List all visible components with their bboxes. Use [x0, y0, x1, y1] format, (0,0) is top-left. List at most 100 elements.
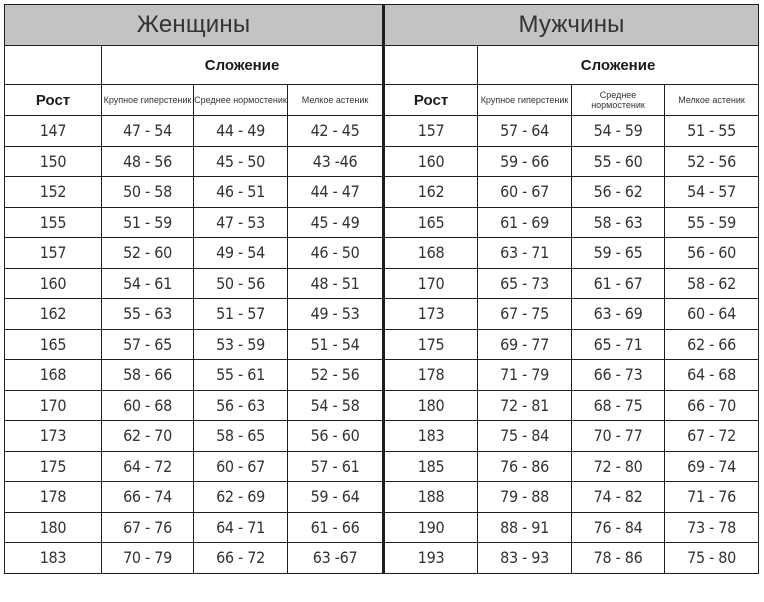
men-small-cell: 55 - 59 — [664, 206, 760, 238]
women-large-cell: 64 - 72 — [101, 450, 194, 482]
women-type-medium-header: Среднее нормостеник — [193, 84, 288, 116]
table-row: 170 60 - 68 56 - 63 54 - 58 180 72 - 81 68 - 7… — [4, 389, 760, 421]
women-medium-cell: 49 - 54 — [193, 237, 288, 269]
men-medium-cell: 56 - 62 — [571, 176, 666, 208]
men-height-cell: 180 — [382, 389, 479, 421]
women-large-cell: 58 - 66 — [101, 359, 194, 391]
men-large-cell: 65 - 73 — [477, 267, 573, 299]
women-small-cell: 63 -67 — [286, 542, 385, 574]
men-large-cell: 88 - 91 — [477, 511, 573, 543]
men-small-cell: 60 - 64 — [664, 298, 760, 330]
women-height-cell: 162 — [4, 298, 102, 330]
women-small-cell: 44 - 47 — [286, 176, 385, 208]
women-medium-cell: 46 - 51 — [193, 176, 288, 208]
men-medium-cell: 74 - 82 — [571, 481, 666, 513]
women-large-cell: 57 - 65 — [101, 328, 194, 360]
women-type-large-header: Крупное гиперстеник — [101, 84, 194, 116]
men-small-cell: 52 - 56 — [664, 145, 760, 177]
women-medium-cell: 50 - 56 — [193, 267, 288, 299]
women-small-cell: 49 - 53 — [286, 298, 385, 330]
men-large-cell: 83 - 93 — [477, 542, 573, 574]
table-row: 180 67 - 76 64 - 71 61 - 66 190 88 - 91 76 - 8… — [4, 511, 760, 543]
men-height-cell: 165 — [382, 206, 479, 238]
women-height-cell: 150 — [4, 145, 102, 177]
women-height-cell: 160 — [4, 267, 102, 299]
men-large-cell: 79 - 88 — [477, 481, 573, 513]
women-large-cell: 50 - 58 — [101, 176, 194, 208]
women-large-cell: 67 - 76 — [101, 511, 194, 543]
women-height-cell: 180 — [4, 511, 102, 543]
build-header-row: Сложение Сложение — [4, 45, 760, 85]
women-medium-cell: 51 - 57 — [193, 298, 288, 330]
table-row: 178 66 - 74 62 - 69 59 - 64 188 79 - 88 74 - 8… — [4, 481, 760, 513]
men-large-cell: 57 - 64 — [477, 115, 573, 147]
table-row: 147 47 - 54 44 - 49 42 - 45 157 57 - 64 54 - 5… — [4, 115, 760, 147]
men-small-cell: 67 - 72 — [664, 420, 760, 452]
table-row: 152 50 - 58 46 - 51 44 - 47 162 60 - 67 56 - 6… — [4, 176, 760, 208]
men-small-cell: 69 - 74 — [664, 450, 760, 482]
men-medium-cell: 72 - 80 — [571, 450, 666, 482]
men-large-cell: 76 - 86 — [477, 450, 573, 482]
men-large-cell: 67 - 75 — [477, 298, 573, 330]
men-small-cell: 64 - 68 — [664, 359, 760, 391]
men-height-cell: 173 — [382, 298, 479, 330]
men-height-cell: 193 — [382, 542, 479, 574]
women-medium-cell: 45 - 50 — [193, 145, 288, 177]
men-large-cell: 75 - 84 — [477, 420, 573, 452]
men-large-cell: 61 - 69 — [477, 206, 573, 238]
men-height-cell: 183 — [382, 420, 479, 452]
women-medium-cell: 44 - 49 — [193, 115, 288, 147]
men-small-cell: 73 - 78 — [664, 511, 760, 543]
women-height-cell: 155 — [4, 206, 102, 238]
table-row: 155 51 - 59 47 - 53 45 - 49 165 61 - 69 58 - 6… — [4, 206, 760, 238]
men-height-cell: 160 — [382, 145, 479, 177]
table-row: 175 64 - 72 60 - 67 57 - 61 185 76 - 86 72 - 8… — [4, 450, 760, 482]
gender-header-row: Женщины Мужчины — [3, 4, 760, 46]
table-row: 173 62 - 70 58 - 65 56 - 60 183 75 - 84 70 - 7… — [4, 420, 760, 452]
table-row: 183 70 - 79 66 - 72 63 -67 193 83 - 93 78 - 86… — [4, 542, 760, 574]
men-medium-cell: 54 - 59 — [571, 115, 666, 147]
men-small-cell: 51 - 55 — [664, 115, 760, 147]
women-height-cell: 175 — [4, 450, 102, 482]
men-type-medium-header: Среднее нормостеник — [571, 84, 666, 116]
women-medium-cell: 62 - 69 — [193, 481, 288, 513]
men-small-cell: 56 - 60 — [664, 237, 760, 269]
men-medium-cell: 61 - 67 — [571, 267, 666, 299]
men-type-small-header: Мелкое астеник — [664, 84, 760, 116]
men-medium-cell: 70 - 77 — [571, 420, 666, 452]
men-medium-cell: 76 - 84 — [571, 511, 666, 543]
women-large-cell: 70 - 79 — [101, 542, 194, 574]
women-height-cell: 183 — [4, 542, 102, 574]
women-medium-cell: 60 - 67 — [193, 450, 288, 482]
men-large-cell: 60 - 67 — [477, 176, 573, 208]
men-height-cell: 190 — [382, 511, 479, 543]
men-large-cell: 71 - 79 — [477, 359, 573, 391]
men-height-cell: 178 — [382, 359, 479, 391]
women-small-cell: 52 - 56 — [286, 359, 385, 391]
men-medium-cell: 63 - 69 — [571, 298, 666, 330]
men-small-cell: 66 - 70 — [664, 389, 760, 421]
men-small-cell: 62 - 66 — [664, 328, 760, 360]
women-medium-cell: 64 - 71 — [193, 511, 288, 543]
women-height-cell: 168 — [4, 359, 102, 391]
women-small-cell: 57 - 61 — [286, 450, 385, 482]
men-height-header: Рост — [382, 84, 479, 116]
men-small-cell: 58 - 62 — [664, 267, 760, 299]
women-height-cell: 152 — [4, 176, 102, 208]
men-build-label: Сложение — [477, 45, 760, 85]
women-small-cell: 42 - 45 — [286, 115, 385, 147]
women-large-cell: 60 - 68 — [101, 389, 194, 421]
women-large-cell: 62 - 70 — [101, 420, 194, 452]
table-row: 165 57 - 65 53 - 59 51 - 54 175 69 - 77 65 - 7… — [4, 328, 760, 360]
women-small-cell: 46 - 50 — [286, 237, 385, 269]
men-medium-cell: 66 - 73 — [571, 359, 666, 391]
men-medium-cell: 58 - 63 — [571, 206, 666, 238]
women-medium-cell: 56 - 63 — [193, 389, 288, 421]
women-type-small-header: Мелкое астеник — [286, 84, 385, 116]
men-height-cell: 170 — [382, 267, 479, 299]
men-height-cell: 157 — [382, 115, 479, 147]
men-height-cell: 168 — [382, 237, 479, 269]
women-small-cell: 51 - 54 — [286, 328, 385, 360]
women-large-cell: 51 - 59 — [101, 206, 194, 238]
women-empty-cell — [4, 45, 102, 85]
